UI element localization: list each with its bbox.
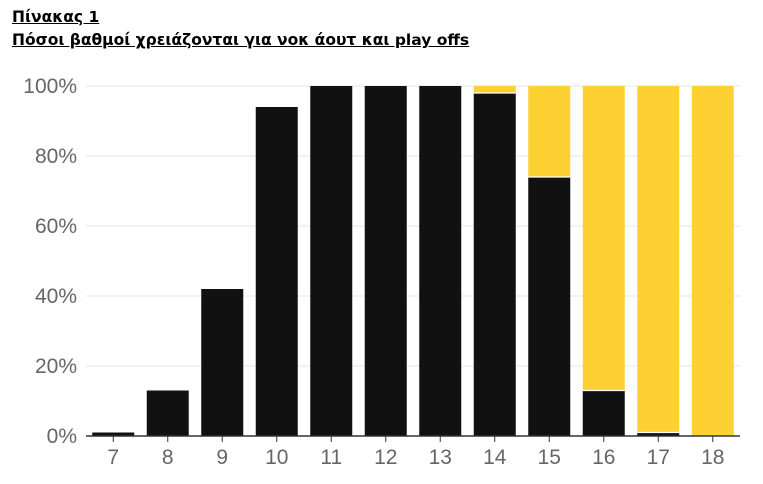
- x-tick-label: 14: [483, 446, 507, 469]
- x-tick-label: 10: [265, 446, 288, 469]
- bar-segment-yellow: [473, 86, 516, 93]
- bars: [92, 86, 734, 436]
- bar-segment-yellow: [528, 86, 571, 177]
- x-tick-label: 18: [701, 446, 724, 469]
- x-tick-label: 12: [374, 446, 397, 469]
- y-axis-ticks: 0% 20% 40% 60% 80% 100%: [23, 75, 77, 448]
- bar-segment-black: [528, 177, 571, 436]
- bar-segment-yellow: [582, 86, 625, 391]
- chart-title: Πόσοι βαθμοί χρειάζονται για νοκ άουτ κα…: [12, 31, 470, 49]
- bar-segment-black: [201, 289, 244, 436]
- bar-segment-black: [92, 432, 135, 436]
- x-tick-label: 7: [107, 446, 119, 469]
- bar-segment-black: [637, 432, 680, 436]
- bar-segment-yellow: [637, 86, 680, 433]
- x-tick-label: 9: [216, 446, 228, 469]
- y-tick-label: 40%: [35, 285, 77, 308]
- bar-segment-black: [473, 93, 516, 436]
- x-tick-label: 16: [592, 446, 615, 469]
- x-axis-ticks: 7 8 9 10 11 12 13 14 15 16 17 18: [107, 436, 724, 469]
- x-tick-label: 8: [162, 446, 174, 469]
- x-tick-label: 13: [429, 446, 452, 469]
- y-tick-label: 60%: [35, 215, 77, 238]
- y-tick-label: 100%: [23, 75, 77, 98]
- bar-segment-yellow: [691, 86, 734, 436]
- x-tick-label: 15: [538, 446, 561, 469]
- bar-segment-black: [582, 390, 625, 436]
- x-tick-label: 17: [647, 446, 670, 469]
- bar-segment-black: [146, 390, 189, 436]
- bar-segment-black: [419, 86, 462, 436]
- bar-segment-black: [310, 86, 353, 436]
- y-tick-label: 0%: [47, 425, 77, 448]
- y-tick-label: 80%: [35, 145, 77, 168]
- gridlines: [86, 85, 740, 367]
- chart-heading: Πίνακας 1 Πόσοι βαθμοί χρειάζονται για ν…: [12, 6, 469, 52]
- bar-segment-black: [364, 86, 407, 436]
- table-number: Πίνακας 1: [12, 8, 100, 26]
- x-tick-label: 11: [320, 446, 342, 469]
- bar-segment-black: [255, 107, 298, 436]
- y-tick-label: 20%: [35, 355, 77, 378]
